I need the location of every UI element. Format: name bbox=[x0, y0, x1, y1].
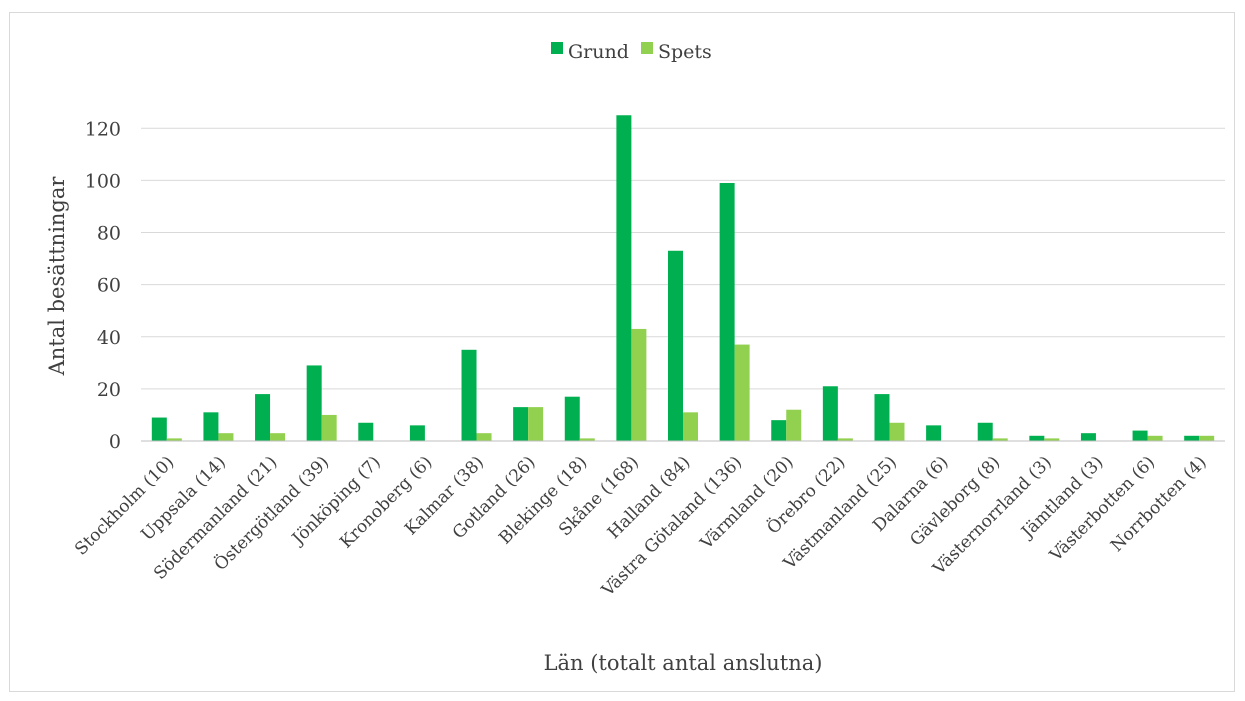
bar-spets bbox=[270, 433, 286, 441]
y-tick-label: 80 bbox=[97, 223, 121, 245]
bar-grund bbox=[1029, 435, 1045, 441]
bar-grund bbox=[1184, 435, 1200, 441]
bar-grund bbox=[409, 425, 425, 441]
x-tick-label: Värmland (20) bbox=[696, 452, 798, 554]
legend-swatch-grund bbox=[551, 42, 563, 54]
bar-grund bbox=[822, 386, 838, 441]
bar-grund bbox=[874, 394, 890, 441]
bar-spets bbox=[321, 414, 337, 441]
bar-grund bbox=[564, 396, 580, 441]
x-tick-label: Kronoberg (6) bbox=[336, 452, 436, 552]
legend: Grund Spets bbox=[551, 41, 712, 63]
bar-grund bbox=[151, 417, 167, 441]
x-tick-label: Blekinge (18) bbox=[495, 452, 591, 548]
y-tick-label: 40 bbox=[97, 327, 121, 349]
y-tick-label: 120 bbox=[85, 118, 121, 140]
bar-grund bbox=[306, 365, 322, 441]
x-axis-label: Län (totalt antal anslutna) bbox=[544, 651, 823, 675]
bar-spets bbox=[889, 422, 905, 441]
bar-spets bbox=[786, 409, 802, 441]
bar-spets bbox=[734, 344, 750, 441]
bar-grund bbox=[1132, 430, 1148, 441]
legend-label-spets: Spets bbox=[658, 41, 712, 63]
y-tick-label: 20 bbox=[97, 379, 121, 401]
bar-grund bbox=[461, 349, 477, 441]
bar-grund bbox=[255, 394, 271, 441]
bar-grund bbox=[977, 422, 993, 441]
legend-swatch-spets bbox=[641, 42, 653, 54]
legend-label-grund: Grund bbox=[568, 41, 629, 63]
y-tick-label: 60 bbox=[97, 275, 121, 297]
bar-spets bbox=[476, 433, 492, 441]
bar-grund bbox=[771, 420, 787, 441]
y-tick-label: 100 bbox=[85, 170, 121, 192]
bar-spets bbox=[579, 438, 595, 441]
bar-spets bbox=[528, 407, 544, 441]
bar-spets bbox=[683, 412, 698, 441]
bar-grund bbox=[719, 183, 735, 441]
x-tick-label: Jönköping (7) bbox=[287, 452, 385, 550]
bar-spets bbox=[1147, 435, 1163, 441]
bar-grund bbox=[668, 250, 683, 441]
bar-spets bbox=[1044, 438, 1060, 441]
x-tick-label: Norrbotten (4) bbox=[1107, 452, 1211, 556]
y-axis-label: Antal besättningar bbox=[45, 176, 69, 377]
bar-grund bbox=[203, 412, 219, 441]
bar-grund bbox=[1080, 433, 1096, 441]
bar-spets bbox=[166, 438, 182, 441]
y-tick-label: 0 bbox=[109, 431, 121, 453]
bar-spets bbox=[837, 438, 853, 441]
bar-spets bbox=[1199, 435, 1215, 441]
y-tick-labels: 0 20 40 60 80 100 120 bbox=[85, 118, 121, 453]
bar-spets bbox=[992, 438, 1008, 441]
bar-grund bbox=[926, 425, 942, 441]
bar-grund bbox=[616, 115, 632, 441]
bar-spets bbox=[218, 433, 234, 441]
bar-spets bbox=[631, 328, 647, 441]
x-tick-labels: Stockholm (10)Uppsala (14)Södermanland (… bbox=[71, 452, 1211, 601]
bar-grund bbox=[358, 422, 374, 441]
x-tick-label: Gävleborg (8) bbox=[906, 452, 1004, 550]
bar-grund bbox=[513, 407, 529, 441]
bars bbox=[151, 115, 1215, 441]
